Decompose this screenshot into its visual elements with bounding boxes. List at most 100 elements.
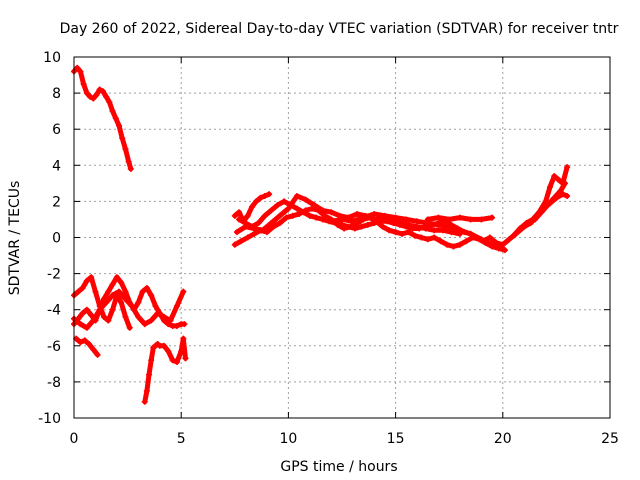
x-axis-tick-labels: 0 5 10 15 20 25 — [70, 431, 619, 447]
data-point — [244, 212, 251, 219]
data-point — [390, 220, 397, 227]
series-arc-14 — [521, 191, 571, 230]
data-point — [86, 340, 93, 347]
data-point — [311, 202, 318, 209]
data-point — [444, 241, 451, 248]
data-point — [109, 108, 116, 115]
data-point — [83, 324, 90, 331]
y-axis-tick-labels: -10 -8 -6 -4 -2 0 2 4 6 8 10 — [38, 50, 61, 427]
data-point — [141, 321, 148, 328]
y-tick-label: 8 — [52, 86, 61, 102]
data-point — [313, 214, 320, 221]
data-point — [268, 220, 275, 227]
data-point — [551, 173, 558, 180]
series-arc-5 — [73, 335, 101, 358]
data-point — [257, 194, 264, 201]
data-point — [93, 91, 100, 98]
data-point — [281, 198, 288, 205]
data-point — [105, 288, 112, 295]
series-arc-6 — [141, 335, 189, 405]
data-point — [128, 303, 135, 310]
data-point — [377, 218, 384, 225]
data-point — [125, 158, 132, 165]
data-point — [559, 180, 566, 187]
data-point — [127, 165, 134, 172]
data-point — [431, 227, 438, 234]
grid-lines — [74, 57, 610, 418]
data-point — [143, 387, 150, 394]
data-point — [148, 292, 155, 299]
data-point — [244, 234, 251, 241]
data-point — [448, 229, 455, 236]
data-point — [83, 90, 90, 97]
data-point — [173, 322, 180, 329]
data-point — [411, 232, 418, 239]
data-point — [371, 220, 378, 227]
data-point — [499, 245, 506, 252]
data-point — [306, 212, 313, 219]
data-point — [90, 346, 97, 353]
data-point — [424, 236, 431, 243]
data-point — [414, 218, 421, 225]
x-tick-label: 15 — [387, 431, 405, 447]
data-point — [418, 234, 425, 241]
data-point — [74, 64, 81, 71]
series-arc-8 — [231, 205, 508, 254]
data-point — [542, 198, 549, 205]
data-point — [248, 223, 255, 230]
data-point — [540, 205, 547, 212]
data-point — [101, 295, 108, 302]
data-point — [116, 288, 123, 295]
data-point — [106, 99, 113, 106]
data-point — [564, 192, 571, 199]
data-point — [268, 207, 275, 214]
data-point — [456, 241, 463, 248]
data-point — [435, 221, 442, 228]
data-point — [119, 135, 126, 142]
data-point — [276, 212, 283, 219]
data-point — [392, 229, 399, 236]
data-point — [555, 176, 562, 183]
data-point — [83, 277, 90, 284]
data-point — [178, 348, 185, 355]
series-arc-4 — [71, 288, 187, 331]
data-point — [283, 214, 290, 221]
data-point — [384, 218, 391, 225]
data-point — [564, 164, 571, 171]
data-point — [248, 203, 255, 210]
y-axis-label: SDTVAR / TECUs — [7, 181, 23, 296]
data-point — [233, 229, 240, 236]
series-line — [71, 65, 134, 172]
data-point — [81, 337, 88, 344]
data-point — [446, 223, 453, 230]
data-point — [154, 310, 161, 317]
data-point — [274, 202, 281, 209]
x-tick-label: 25 — [601, 431, 619, 447]
data-point — [109, 281, 116, 288]
data-point — [489, 241, 496, 248]
data-point — [122, 146, 129, 153]
data-point — [146, 371, 153, 378]
data-point — [516, 225, 523, 232]
data-point — [231, 241, 238, 248]
data-point — [506, 236, 513, 243]
data-point — [328, 218, 335, 225]
data-point — [381, 212, 388, 219]
data-point — [263, 229, 270, 236]
data-point — [403, 216, 410, 223]
data-point — [143, 285, 150, 292]
data-point — [289, 212, 296, 219]
data-point — [139, 288, 146, 295]
data-point — [180, 335, 187, 342]
data-point — [287, 202, 294, 209]
data-point — [103, 299, 110, 306]
y-tick-label: 6 — [52, 122, 61, 138]
data-point — [152, 303, 159, 310]
data-point — [399, 230, 406, 237]
data-point — [300, 209, 307, 216]
data-point — [231, 212, 238, 219]
data-point — [167, 317, 174, 324]
data-point — [148, 357, 155, 364]
data-point — [77, 68, 84, 75]
data-point — [96, 86, 103, 93]
